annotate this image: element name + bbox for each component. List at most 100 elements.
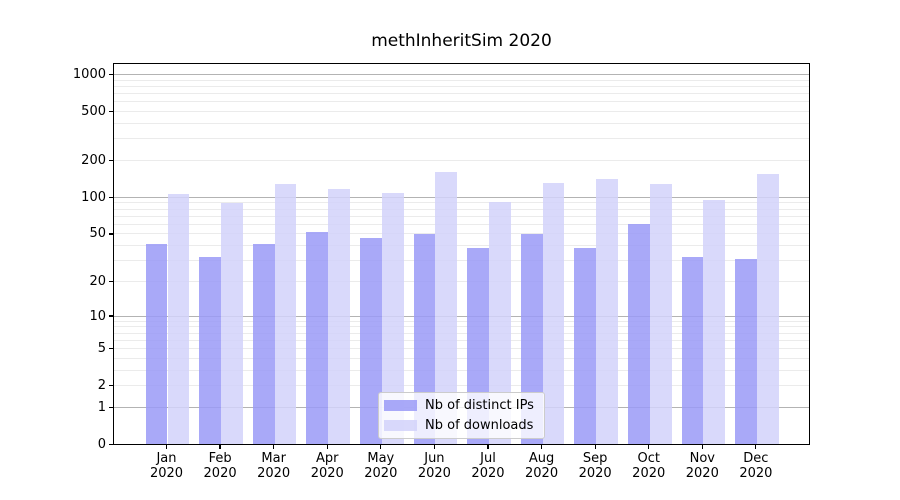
- bar-distinct-ips-nov-2020: [681, 257, 704, 444]
- y-tick-label: 1: [97, 399, 106, 415]
- x-tick-label-line: 2020: [257, 465, 291, 481]
- x-tick: [487, 445, 489, 449]
- legend-label-distinct-ips: Nb of distinct IPs: [425, 398, 534, 413]
- y-tick: [109, 110, 113, 113]
- y-tick: [109, 280, 113, 283]
- x-tick-label-line: 2020: [203, 465, 237, 481]
- bar-distinct-ips-apr-2020: [306, 231, 329, 444]
- bar-distinct-ips-mar-2020: [252, 244, 275, 444]
- x-tick: [540, 445, 543, 449]
- bar-distinct-ips-feb-2020: [199, 257, 222, 444]
- x-tick-label: May 2020: [353, 451, 409, 481]
- x-tick-label-line: Nov: [689, 451, 715, 466]
- x-tick-label-line: 2020: [578, 465, 612, 481]
- gridline-minor: [114, 369, 809, 371]
- x-tick-label-line: 2020: [632, 465, 666, 481]
- x-tick: [219, 445, 221, 449]
- x-tick-label-line: 2020: [685, 465, 719, 481]
- x-tick-label-line: 2020: [417, 465, 451, 481]
- x-tick-label: Feb 2020: [192, 451, 248, 481]
- x-tick-label-line: Jun: [424, 451, 445, 466]
- y-tick-label: 1000: [72, 67, 106, 82]
- gridline-minor: [114, 320, 809, 322]
- bar-downloads-jan-2020: [167, 193, 190, 444]
- gridline-minor: [114, 122, 809, 124]
- gridline-minor: [114, 385, 809, 387]
- gridline-minor: [114, 326, 809, 328]
- bar-downloads-jun-2020: [435, 172, 458, 444]
- y-tick: [109, 443, 113, 446]
- x-tick-label: Jun 2020: [406, 451, 462, 481]
- y-tick-label: 5: [97, 341, 106, 357]
- x-tick-label: Jan 2020: [139, 451, 195, 481]
- gridline-minor: [114, 357, 809, 359]
- y-tick: [109, 233, 113, 235]
- gridline-minor: [114, 79, 809, 81]
- bar-downloads-may-2020: [381, 193, 404, 444]
- legend-swatch-downloads: [384, 420, 417, 431]
- gridline-minor: [114, 93, 809, 95]
- x-tick-label-line: Dec: [743, 451, 769, 466]
- x-tick-label: Mar 2020: [246, 451, 302, 481]
- legend-item-downloads: Nb of downloads: [384, 417, 538, 434]
- gridline-minor: [114, 202, 809, 204]
- x-tick: [594, 445, 596, 449]
- x-tick-label: Jul 2020: [460, 451, 516, 481]
- legend-label-downloads: Nb of downloads: [425, 418, 534, 433]
- x-tick-label-line: Aug: [528, 451, 555, 466]
- bar-distinct-ips-dec-2020: [735, 258, 757, 444]
- y-tick: [109, 73, 113, 76]
- y-tick-label: 10: [89, 308, 106, 324]
- x-tick-label-line: Apr: [315, 451, 339, 466]
- gridline-minor: [114, 339, 809, 341]
- bar-downloads-apr-2020: [328, 189, 351, 444]
- gridline-minor: [114, 348, 809, 350]
- x-tick-label-line: 2020: [739, 465, 773, 481]
- x-tick-label: Nov 2020: [674, 451, 730, 481]
- gridline-minor: [114, 208, 809, 210]
- gridline-minor: [114, 280, 809, 282]
- gridline-minor: [114, 85, 809, 87]
- y-tick-label: 200: [81, 152, 106, 168]
- x-tick: [648, 445, 650, 449]
- x-tick-label-line: 2020: [364, 465, 398, 481]
- plot-area: [113, 63, 810, 445]
- gridline-major: [114, 196, 809, 198]
- bar-downloads-mar-2020: [274, 184, 297, 444]
- x-tick-label: Sep 2020: [567, 451, 623, 481]
- x-tick-label: Aug 2020: [514, 451, 570, 481]
- y-tick: [109, 196, 113, 198]
- legend-item-distinct-ips: Nb of distinct IPs: [384, 397, 538, 414]
- x-tick: [755, 445, 757, 449]
- x-tick-label-line: Feb: [208, 451, 232, 466]
- x-tick-label: Apr 2020: [299, 451, 355, 481]
- gridline-minor: [114, 260, 809, 262]
- x-tick: [433, 445, 435, 449]
- gridline-minor: [114, 159, 809, 161]
- y-tick: [109, 406, 113, 408]
- x-tick-label-line: 2020: [149, 465, 184, 481]
- y-tick: [109, 159, 113, 162]
- bar-downloads-nov-2020: [703, 199, 726, 444]
- bar-downloads-dec-2020: [756, 174, 779, 444]
- bar-distinct-ips-aug-2020: [520, 233, 543, 444]
- x-tick-label-line: Oct: [637, 451, 660, 466]
- x-tick-label-line: 2020: [471, 465, 505, 481]
- gridline-minor: [114, 223, 809, 225]
- gridline-minor: [114, 233, 809, 235]
- legend-swatch-distinct-ips: [384, 400, 417, 411]
- bar-downloads-aug-2020: [542, 182, 565, 444]
- gridline-minor: [114, 101, 809, 103]
- gridline-minor: [114, 332, 809, 334]
- y-tick-label: 100: [81, 189, 106, 205]
- bar-distinct-ips-oct-2020: [627, 224, 650, 444]
- y-tick-label: 500: [81, 104, 106, 120]
- y-tick-label: 20: [89, 273, 106, 289]
- x-tick: [273, 445, 275, 449]
- gridline-minor: [114, 245, 809, 247]
- y-tick-label: 50: [89, 226, 106, 242]
- y-tick: [109, 385, 113, 387]
- x-tick-label-line: Jan: [156, 451, 177, 466]
- x-tick-label-line: 2020: [525, 465, 559, 481]
- bar-downloads-jul-2020: [488, 202, 511, 444]
